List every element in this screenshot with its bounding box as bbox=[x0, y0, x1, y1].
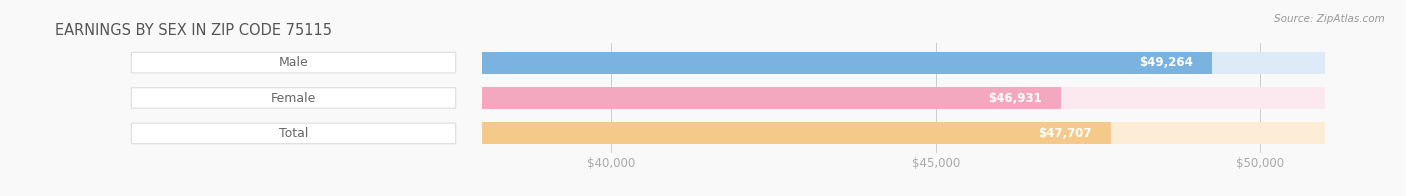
Text: $47,707: $47,707 bbox=[1039, 127, 1092, 140]
FancyBboxPatch shape bbox=[131, 52, 456, 73]
Bar bbox=[482, 52, 1324, 74]
Text: Source: ZipAtlas.com: Source: ZipAtlas.com bbox=[1274, 14, 1385, 24]
Bar bbox=[482, 122, 1324, 144]
Bar bbox=[482, 52, 1212, 74]
Text: EARNINGS BY SEX IN ZIP CODE 75115: EARNINGS BY SEX IN ZIP CODE 75115 bbox=[55, 23, 332, 38]
Bar bbox=[482, 122, 1111, 144]
FancyBboxPatch shape bbox=[131, 123, 456, 144]
Text: $49,264: $49,264 bbox=[1139, 56, 1192, 69]
Text: Male: Male bbox=[278, 56, 308, 69]
Text: $46,931: $46,931 bbox=[988, 92, 1042, 104]
Text: Female: Female bbox=[271, 92, 316, 104]
Text: Total: Total bbox=[278, 127, 308, 140]
FancyBboxPatch shape bbox=[131, 88, 456, 108]
Bar bbox=[482, 87, 1062, 109]
Bar bbox=[482, 87, 1324, 109]
